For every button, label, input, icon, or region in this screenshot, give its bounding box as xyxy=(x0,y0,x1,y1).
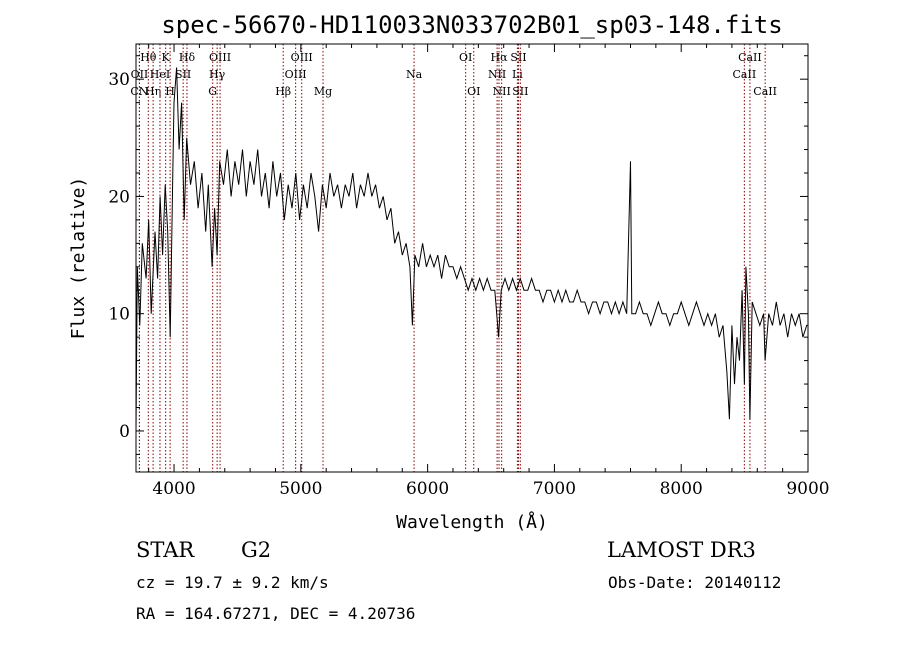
y-tick-label-0: 0 xyxy=(119,422,130,442)
x-axis: 4000 5000 6000 7000 8000 9000 xyxy=(148,44,830,499)
marker-label-5: HeI xyxy=(150,68,170,81)
y-axis-label: Flux (relative) xyxy=(68,177,89,340)
marker-label-21: NII xyxy=(493,85,511,98)
y-axis: 0 10 20 30 xyxy=(108,55,808,455)
marker-label-20: NII xyxy=(488,68,506,81)
marker-label-11: G xyxy=(208,85,217,98)
survey-name: LAMOST DR3 xyxy=(607,538,756,562)
marker-label-26: CaII xyxy=(733,68,757,81)
marker-label-9: OIII xyxy=(209,51,231,64)
marker-label-1: OII xyxy=(131,68,149,81)
marker-label-13: OIII xyxy=(285,68,307,81)
plot-frame xyxy=(135,43,809,473)
marker-label-14: Hβ xyxy=(275,85,291,98)
y-tick-label-2: 20 xyxy=(108,187,130,207)
marker-label-23: Li xyxy=(512,68,523,81)
x-tick-label-5: 9000 xyxy=(786,479,829,499)
x-tick-label-3: 7000 xyxy=(533,479,576,499)
object-class: STAR xyxy=(136,538,195,562)
redshift-value: cz = 19.7 ± 9.2 km/s xyxy=(136,573,329,592)
marker-label-7: Hδ xyxy=(179,51,196,64)
y-tick-label-3: 30 xyxy=(108,70,130,90)
marker-label-12: OIII xyxy=(291,51,313,64)
marker-label-10: Hγ xyxy=(209,68,226,81)
marker-label-24: SII xyxy=(512,85,528,98)
marker-label-8: SII xyxy=(175,68,191,81)
x-axis-label: Wavelength (Å) xyxy=(396,511,548,533)
marker-label-16: Na xyxy=(406,68,423,81)
x-tick-label-2: 6000 xyxy=(406,479,449,499)
marker-label-19: Hα xyxy=(490,51,508,64)
marker-label-25: CaII xyxy=(738,51,762,64)
y-tick-label-1: 10 xyxy=(108,305,130,325)
marker-label-0: Hθ xyxy=(140,51,157,64)
chart-title: spec-56670-HD110033N033702B01_sp03-148.f… xyxy=(161,11,782,39)
marker-label-22: SII xyxy=(510,51,526,64)
marker-label-18: OI xyxy=(467,85,480,98)
observation-date: Obs-Date: 20140112 xyxy=(608,573,782,592)
spectrum-line xyxy=(135,67,808,432)
coordinates: RA = 164.67271, DEC = 4.20736 xyxy=(136,604,416,623)
x-tick-label-0: 4000 xyxy=(152,479,195,499)
marker-label-4: K xyxy=(162,51,171,64)
marker-label-2: CN xyxy=(130,85,148,98)
marker-label-15: Mg xyxy=(314,85,332,98)
x-tick-label-1: 5000 xyxy=(279,479,322,499)
x-tick-label-4: 8000 xyxy=(660,479,703,499)
marker-label-3: Hη xyxy=(145,85,161,98)
marker-label-27: CaII xyxy=(753,85,777,98)
marker-label-6: H xyxy=(165,85,175,98)
subclass: G2 xyxy=(241,538,272,562)
marker-label-17: OI xyxy=(459,51,472,64)
